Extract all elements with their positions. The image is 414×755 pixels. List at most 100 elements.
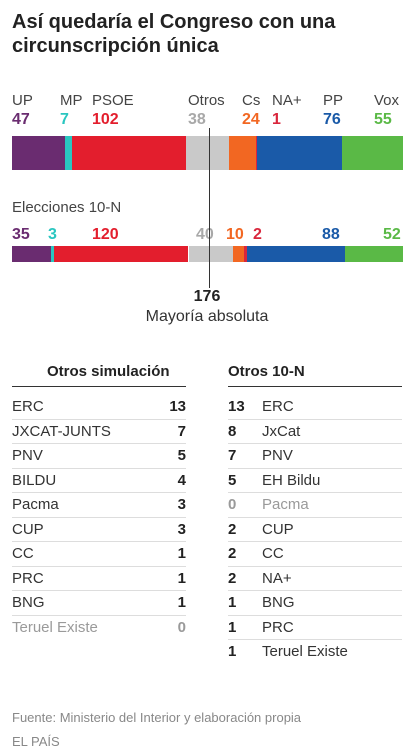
- table-row-value: 5: [228, 471, 237, 489]
- bar-segment-up: [12, 136, 65, 170]
- party-label-pp: PP: [323, 92, 344, 109]
- party-label-otros: Otros: [188, 92, 225, 109]
- table-row-divider: [228, 516, 402, 518]
- table-row-divider: [12, 418, 186, 420]
- table-row-divider: [228, 541, 402, 542]
- table-row-divider: [228, 467, 402, 469]
- bar-segment-cs: [228, 136, 256, 170]
- table-row-label: CUP: [12, 520, 44, 538]
- table-row-divider: [12, 492, 186, 493]
- table-sim-heading: Otros simulación: [47, 363, 170, 380]
- seat-value-10n-na: 2: [253, 226, 262, 243]
- table-row-divider: [228, 492, 402, 493]
- table-row-label: ERC: [12, 398, 44, 415]
- table-row-divider: [228, 614, 402, 616]
- table-row-value: 2: [228, 569, 237, 587]
- table-row-value: 1: [177, 569, 186, 587]
- table-row-label: BILDU: [12, 471, 57, 489]
- seat-value-mp: 7: [60, 111, 69, 128]
- table-row-value: 5: [177, 447, 186, 464]
- footer-credit: EL PAÍS: [12, 734, 60, 749]
- table-row-label: PRC: [12, 569, 44, 587]
- table-row-divider: [12, 565, 186, 567]
- bar-segment-otros: [186, 136, 229, 170]
- table-row-divider: [12, 443, 186, 444]
- table-row-value: 1: [228, 643, 237, 660]
- table-row-label: CC: [262, 545, 284, 562]
- table-row-value: 3: [177, 496, 186, 513]
- bar-segment-mp: [51, 246, 55, 262]
- table-row-divider: [228, 639, 402, 640]
- table-row-value: 13: [228, 398, 245, 415]
- bar-segment-cs: [233, 246, 245, 262]
- chart2-subtitle: Elecciones 10-N: [12, 199, 122, 216]
- table-row-divider: [228, 590, 402, 591]
- table-row-value: 1: [228, 594, 237, 611]
- bar-segment-mp: [64, 136, 73, 170]
- majority-line: [208, 128, 210, 288]
- table-row-value: 7: [177, 422, 186, 440]
- table-row-label: BNG: [12, 594, 45, 611]
- seat-value-10n-pp: 88: [322, 226, 340, 243]
- table-row-label: Teruel Existe: [12, 618, 98, 636]
- bar-segment-vox: [341, 136, 403, 170]
- bar-segment-psoe: [54, 246, 189, 262]
- table-row-divider: [228, 418, 402, 420]
- party-label-vox: Vox: [374, 92, 400, 109]
- table-row-value: 0: [177, 618, 186, 636]
- table-row-value: 0: [228, 496, 237, 513]
- table-row-value: 1: [177, 545, 186, 562]
- table-row-value: 3: [177, 520, 186, 538]
- party-label-psoe: PSOE: [92, 92, 134, 109]
- seat-value-10n-otros: 40: [196, 226, 214, 243]
- seat-value-10n-up: 35: [12, 226, 30, 243]
- seat-value-10n-cs: 10: [226, 226, 244, 243]
- table-row-divider: [12, 614, 186, 616]
- table-row-label: Teruel Existe: [262, 643, 348, 660]
- table-row-label: Pacma: [12, 496, 59, 513]
- bar-segment-psoe: [72, 136, 187, 170]
- seat-value-vox: 55: [374, 111, 392, 128]
- seat-value-10n-vox: 52: [383, 226, 401, 243]
- table-election-rule: [228, 386, 402, 387]
- table-row-divider: [228, 443, 402, 444]
- party-label-na: NA+: [272, 92, 302, 109]
- table-row-value: 1: [177, 594, 186, 611]
- table-row-label: Pacma: [262, 496, 309, 513]
- page-title: Así quedaría el Congreso con una circuns…: [12, 11, 336, 57]
- table-row-value: 8: [228, 422, 237, 440]
- table-row-label: PNV: [12, 447, 43, 464]
- table-row-label: CC: [12, 545, 34, 562]
- bar-segment-na: [255, 136, 257, 170]
- table-row-value: 2: [228, 545, 237, 562]
- table-row-label: JxCat: [262, 422, 301, 440]
- bar-segment-otros: [188, 246, 234, 262]
- seat-value-10n-mp: 3: [48, 226, 57, 243]
- footer-source: Fuente: Ministerio del Interior y elabor…: [12, 710, 302, 725]
- seat-value-pp: 76: [323, 111, 341, 128]
- table-row-divider: [12, 467, 186, 469]
- table-row-label: NA+: [262, 569, 292, 587]
- table-row-divider: [12, 590, 186, 591]
- table-election-heading: Otros 10-N: [228, 363, 305, 380]
- table-row-label: PRC: [262, 618, 294, 636]
- bar-segment-pp: [256, 136, 342, 170]
- chart1-seat-bar: [12, 136, 403, 170]
- chart2-seat-bar: [12, 246, 403, 262]
- seat-value-psoe: 102: [92, 111, 119, 128]
- bar-segment-pp: [246, 246, 345, 262]
- table-sim-rule: [12, 386, 186, 387]
- table-row-value: 4: [177, 471, 186, 489]
- seat-value-otros: 38: [188, 111, 206, 128]
- table-row-value: 13: [169, 398, 186, 415]
- table-row-value: 2: [228, 520, 237, 538]
- majority-value: 176: [193, 288, 221, 305]
- table-row-value: 7: [228, 447, 237, 464]
- party-label-mp: MP: [60, 92, 83, 109]
- bar-segment-na: [244, 246, 247, 262]
- bar-segment-up: [12, 246, 52, 262]
- table-row-label: BNG: [262, 594, 295, 611]
- table-row-label: PNV: [262, 447, 293, 464]
- table-row-label: ERC: [262, 398, 294, 415]
- seat-value-10n-psoe: 120: [92, 226, 119, 243]
